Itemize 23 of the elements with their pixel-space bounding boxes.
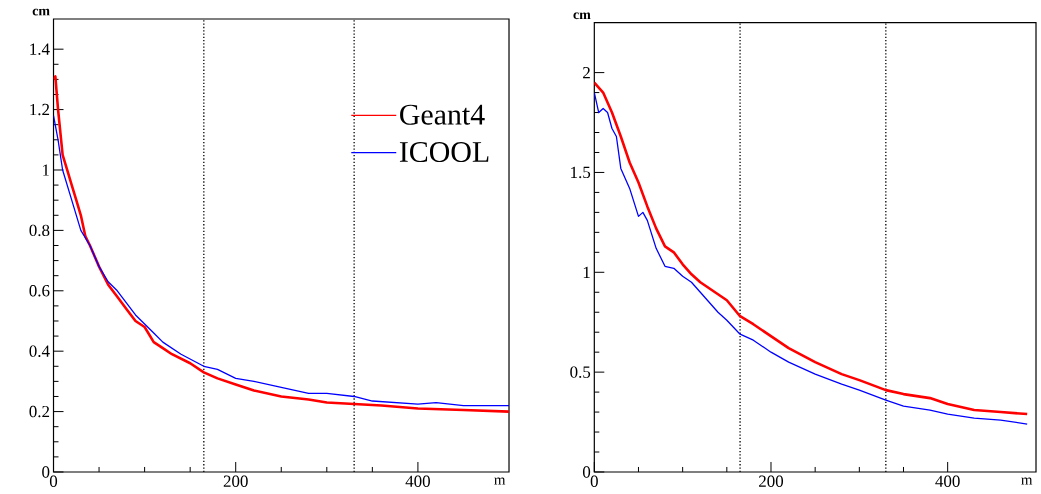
y-tick-label: 2 xyxy=(583,66,590,79)
x-tick-label: 200 xyxy=(223,475,248,487)
y-tick-label: 0.5 xyxy=(570,366,591,378)
x-tick-label: 400 xyxy=(935,475,960,487)
y-tick-label: 1 xyxy=(583,266,590,278)
y-tick-label: 0.6 xyxy=(29,285,50,297)
y-tick-label: 0.8 xyxy=(29,224,50,237)
y-axis-title: cm xyxy=(573,12,591,20)
y-tick-label: 0.2 xyxy=(29,405,50,418)
y-tick-label: 1.4 xyxy=(30,43,50,55)
y-axis-title: cm xyxy=(32,8,50,16)
legend-label: Geant4 xyxy=(400,104,485,125)
y-tick-label: 1.5 xyxy=(571,166,591,179)
x-axis-title: m xyxy=(494,477,506,485)
x-tick-label: 400 xyxy=(405,475,430,487)
x-axis-title: m xyxy=(1021,477,1033,485)
y-tick-label: 0 xyxy=(42,466,50,478)
legend-label: ICOOL xyxy=(399,141,489,163)
x-tick-label: 200 xyxy=(759,475,784,487)
y-tick-label: 0.4 xyxy=(29,345,50,357)
y-tick-label: 1.2 xyxy=(30,103,50,116)
y-tick-label: 1 xyxy=(43,164,49,176)
y-tick-label: 0 xyxy=(582,466,591,478)
